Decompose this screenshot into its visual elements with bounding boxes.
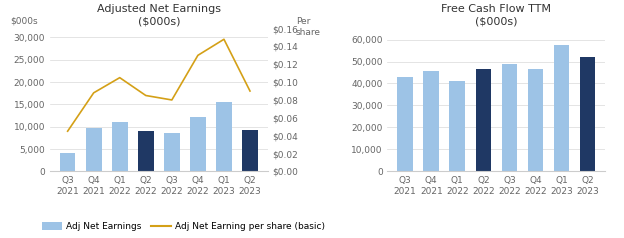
- Bar: [502, 64, 517, 171]
- Bar: [190, 117, 206, 171]
- Title: Adjusted Net Earnings
($000s): Adjusted Net Earnings ($000s): [97, 4, 221, 26]
- Legend: Adj Net Earnings, Adj Net Earning per share (basic): Adj Net Earnings, Adj Net Earning per sh…: [42, 222, 325, 231]
- Bar: [449, 81, 465, 171]
- Bar: [580, 57, 595, 171]
- Text: $000s: $000s: [11, 17, 38, 26]
- Bar: [475, 69, 491, 171]
- Bar: [242, 130, 258, 171]
- Text: Per
share: Per share: [296, 17, 321, 37]
- Bar: [164, 134, 180, 171]
- Bar: [60, 153, 76, 171]
- Bar: [112, 122, 127, 171]
- Bar: [138, 131, 154, 171]
- Bar: [528, 69, 544, 171]
- Bar: [397, 77, 413, 171]
- Title: Free Cash Flow TTM
($000s): Free Cash Flow TTM ($000s): [441, 4, 552, 26]
- Bar: [553, 45, 569, 171]
- Bar: [216, 102, 232, 171]
- Bar: [86, 128, 102, 171]
- Bar: [424, 71, 439, 171]
